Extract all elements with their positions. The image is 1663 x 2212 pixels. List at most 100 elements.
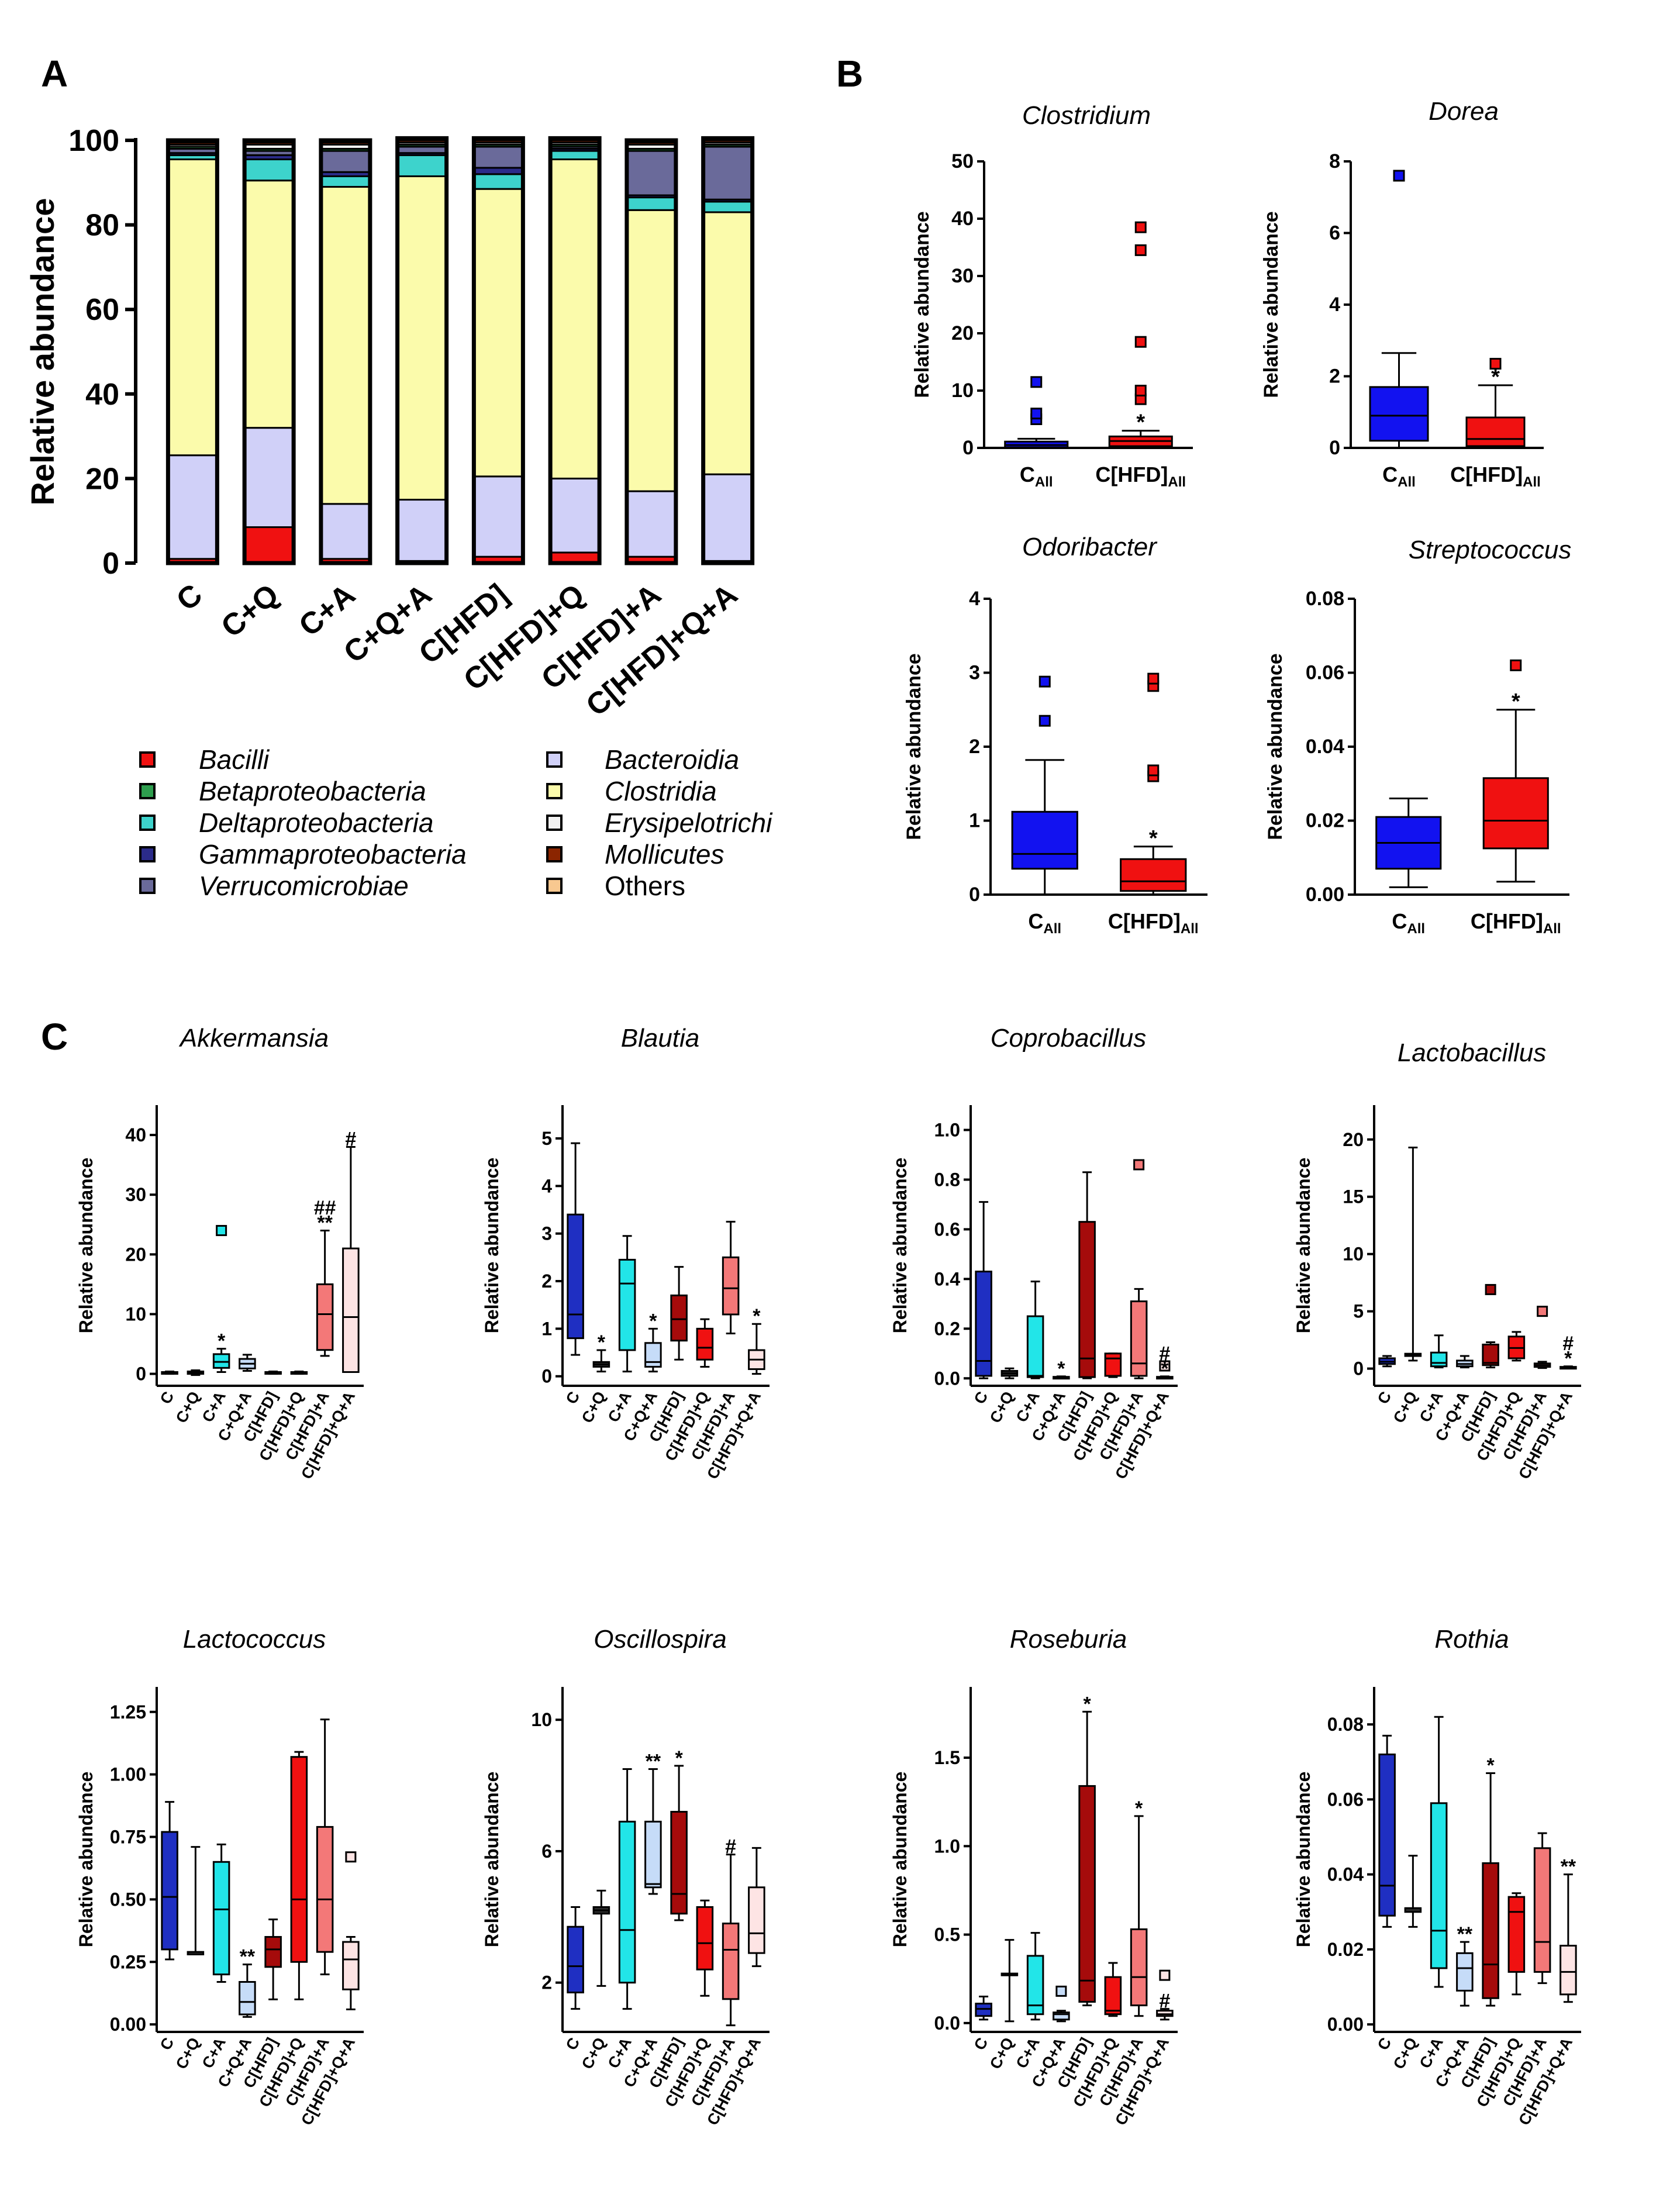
bar-outline xyxy=(625,138,678,565)
legend-label-others: Others xyxy=(605,871,685,901)
x-tick-label: C+Q xyxy=(1390,2035,1421,2072)
y-tick-label: 0.00 xyxy=(110,2014,146,2035)
significance-mark: * xyxy=(1084,1693,1092,1715)
box-c-all xyxy=(1369,386,1429,442)
box-c xyxy=(1378,1753,1396,1917)
significance-mark: ** xyxy=(1457,1923,1473,1945)
y-tick-label: 0.0 xyxy=(934,1368,960,1389)
bar-segment-clostridia xyxy=(626,209,677,492)
y-tick-label: 0 xyxy=(102,547,119,581)
box-c-hfd-q xyxy=(1104,1352,1122,1377)
x-tick-label: C xyxy=(1374,1389,1395,1407)
legend-label-betaproteobacteria: Betaproteobacteria xyxy=(199,776,426,806)
y-tick-label: 0.5 xyxy=(934,1924,960,1945)
y-tick-label: 0 xyxy=(541,1366,552,1387)
y-tick-label: 20 xyxy=(1343,1129,1364,1150)
y-tick-label: 6 xyxy=(541,1841,552,1862)
y-tick-label: 0.02 xyxy=(1306,810,1344,832)
outlier-point xyxy=(1134,385,1147,396)
legend-marker-clostridia xyxy=(546,783,563,799)
significance-mark: * xyxy=(1512,689,1520,714)
box-c-hfd-all xyxy=(1465,416,1526,447)
outlier-point xyxy=(1030,376,1043,388)
y-tick-label: 80 xyxy=(85,209,119,243)
panel-letter-b: B xyxy=(836,53,863,95)
y-axis-label: Relative abundance xyxy=(481,1772,502,1948)
outlier-point xyxy=(1133,1159,1145,1171)
box-c-hfd-q-a xyxy=(342,1941,360,1990)
legend-label-mollicutes: Mollicutes xyxy=(605,839,724,869)
x-tick-label: C[HFD]All xyxy=(1095,463,1186,490)
box-c-a xyxy=(212,1861,230,1976)
significance-mark: # xyxy=(725,1836,736,1858)
box-c xyxy=(161,1831,178,1951)
box-c-a xyxy=(618,1820,636,1984)
y-tick-label: 2 xyxy=(1329,365,1340,388)
x-tick-subscript: All xyxy=(1398,474,1416,490)
x-tick-label: C+Q xyxy=(1390,1389,1421,1426)
box-c-hfd-q xyxy=(1104,1976,1122,2016)
significance-mark: ** xyxy=(317,1212,333,1234)
bar-segment-verrucomicrobiae xyxy=(626,150,677,196)
legend-marker-verrucomicrobiae xyxy=(139,878,156,894)
outlier-point xyxy=(1159,1360,1171,1372)
y-tick-label: 4 xyxy=(1329,294,1340,316)
bar-segment-deltaproteobacteria xyxy=(702,201,754,213)
box-c-hfd xyxy=(670,1811,688,1915)
bar-outline xyxy=(242,138,296,565)
box-c-hfd-a xyxy=(1533,1847,1551,1973)
chart-title: Lactobacillus xyxy=(1398,1038,1546,1067)
y-tick-label: 0.00 xyxy=(1327,2014,1364,2035)
y-axis-label: Relative abundance xyxy=(1293,1158,1314,1334)
y-tick-label: 2 xyxy=(541,1972,552,1993)
box-c-a xyxy=(1026,1955,1044,2016)
y-tick-label: 0 xyxy=(962,437,974,459)
y-tick-label: 0.25 xyxy=(110,1951,146,1972)
y-tick-label: 8 xyxy=(1329,150,1340,172)
significance-mark: * xyxy=(1491,365,1500,389)
box-c-q-a xyxy=(644,1342,662,1368)
y-tick-label: 0 xyxy=(136,1364,146,1385)
legend-label-clostridia: Clostridia xyxy=(605,776,717,806)
legend-marker-deltaproteobacteria xyxy=(139,815,156,831)
chart-title: Odoribacter xyxy=(1022,533,1158,561)
outlier-point xyxy=(1134,221,1147,233)
outlier-point xyxy=(1055,1985,1067,1997)
bar-segment-clostridia xyxy=(702,211,754,475)
bar-segment-deltaproteobacteria xyxy=(472,173,524,190)
x-tick-label: C[HFD]All xyxy=(1450,463,1541,490)
x-tick-label: CAll xyxy=(1020,463,1053,490)
box-chart-clostridium: Clostridium 0 10 20 30 40 50 Relative abundance… xyxy=(911,101,1193,490)
box-c-a xyxy=(1026,1315,1044,1378)
outlier-point xyxy=(1147,672,1160,685)
x-tick-subscript: All xyxy=(1407,921,1425,937)
y-tick-label: 0.06 xyxy=(1327,1789,1364,1810)
box-c-hfd xyxy=(670,1294,688,1342)
box-c xyxy=(567,1925,584,1994)
chart-title: Dorea xyxy=(1429,97,1499,126)
legend-marker-betaproteobacteria xyxy=(139,783,156,799)
bar-segment-deltaproteobacteria xyxy=(243,158,295,182)
outlier-point xyxy=(1134,244,1147,256)
x-tick-subscript: All xyxy=(1543,921,1561,937)
x-tick-label: CAll xyxy=(1028,909,1061,937)
x-tick-label: C xyxy=(170,578,209,618)
y-tick-label: 0.4 xyxy=(934,1268,961,1289)
legend-marker-others xyxy=(546,878,563,894)
y-axis-label: Relative abundance xyxy=(911,211,933,398)
outlier-point xyxy=(1038,715,1051,727)
legend-label-gammaproteobacteria: Gammaproteobacteria xyxy=(199,839,467,869)
legend-label-deltaproteobacteria: Deltaproteobacteria xyxy=(199,807,433,838)
bar-segment-clostridia xyxy=(472,188,524,478)
box-c-a xyxy=(212,1353,230,1369)
significance-mark: * xyxy=(218,1330,226,1352)
box-c-hfd xyxy=(1078,1221,1096,1378)
legend-label-verrucomicrobiae: Verrucomicrobiae xyxy=(199,871,409,901)
x-tick-label: C+Q xyxy=(578,1389,609,1426)
y-tick-label: 10 xyxy=(951,379,974,402)
y-tick-label: 0.75 xyxy=(110,1827,146,1848)
bar-segment-clostridia xyxy=(320,186,371,505)
panel-letter-a: A xyxy=(41,53,68,95)
y-tick-label: 40 xyxy=(85,378,119,412)
